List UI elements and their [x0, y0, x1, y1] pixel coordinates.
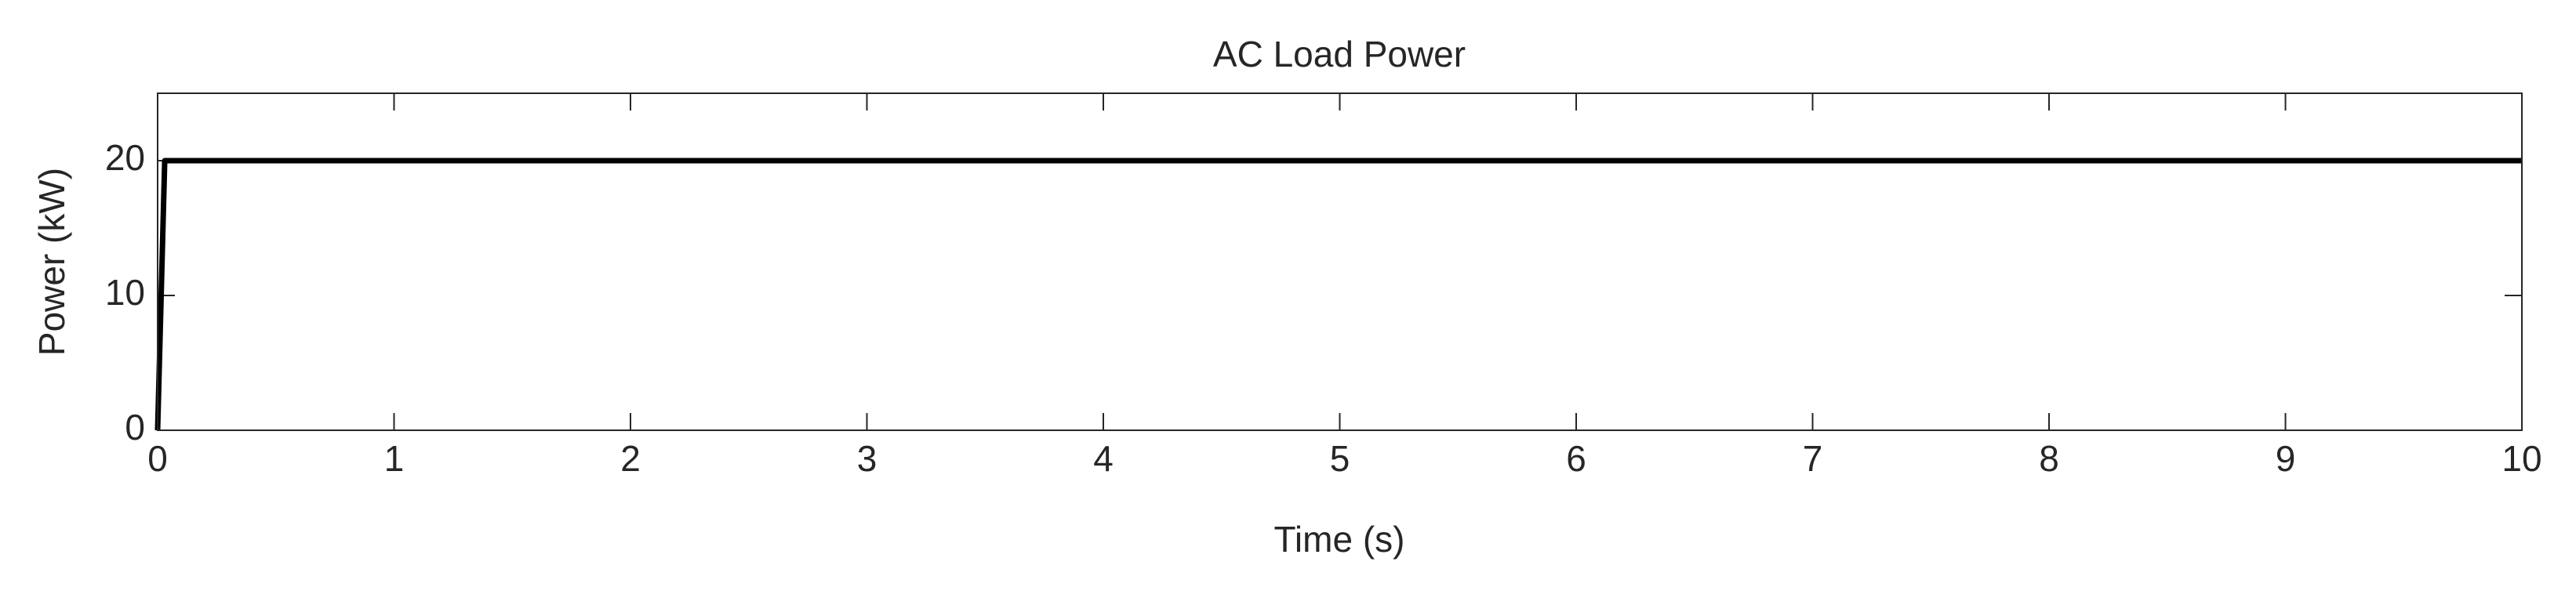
chart-title: AC Load Power [1213, 34, 1466, 74]
y-tick-label: 10 [105, 272, 145, 313]
x-axis-label: Time (s) [1274, 519, 1405, 560]
x-tick-label: 0 [147, 438, 168, 479]
x-tick-label: 1 [384, 438, 405, 479]
y-tick-label: 20 [105, 137, 145, 178]
x-tick-label: 3 [857, 438, 877, 479]
x-tick-label: 10 [2502, 438, 2541, 479]
x-tick-label: 7 [1803, 438, 1823, 479]
x-tick-label: 6 [1566, 438, 1586, 479]
x-tick-label: 2 [620, 438, 641, 479]
x-tick-label: 8 [2039, 438, 2059, 479]
x-tick-label: 4 [1093, 438, 1114, 479]
axes-box [157, 92, 2523, 431]
y-tick-label: 0 [125, 407, 145, 448]
y-axis-label: Power (kW) [31, 168, 72, 356]
x-tick-label: 9 [2276, 438, 2296, 479]
x-tick-label: 5 [1330, 438, 1350, 479]
data-line [154, 158, 2522, 431]
